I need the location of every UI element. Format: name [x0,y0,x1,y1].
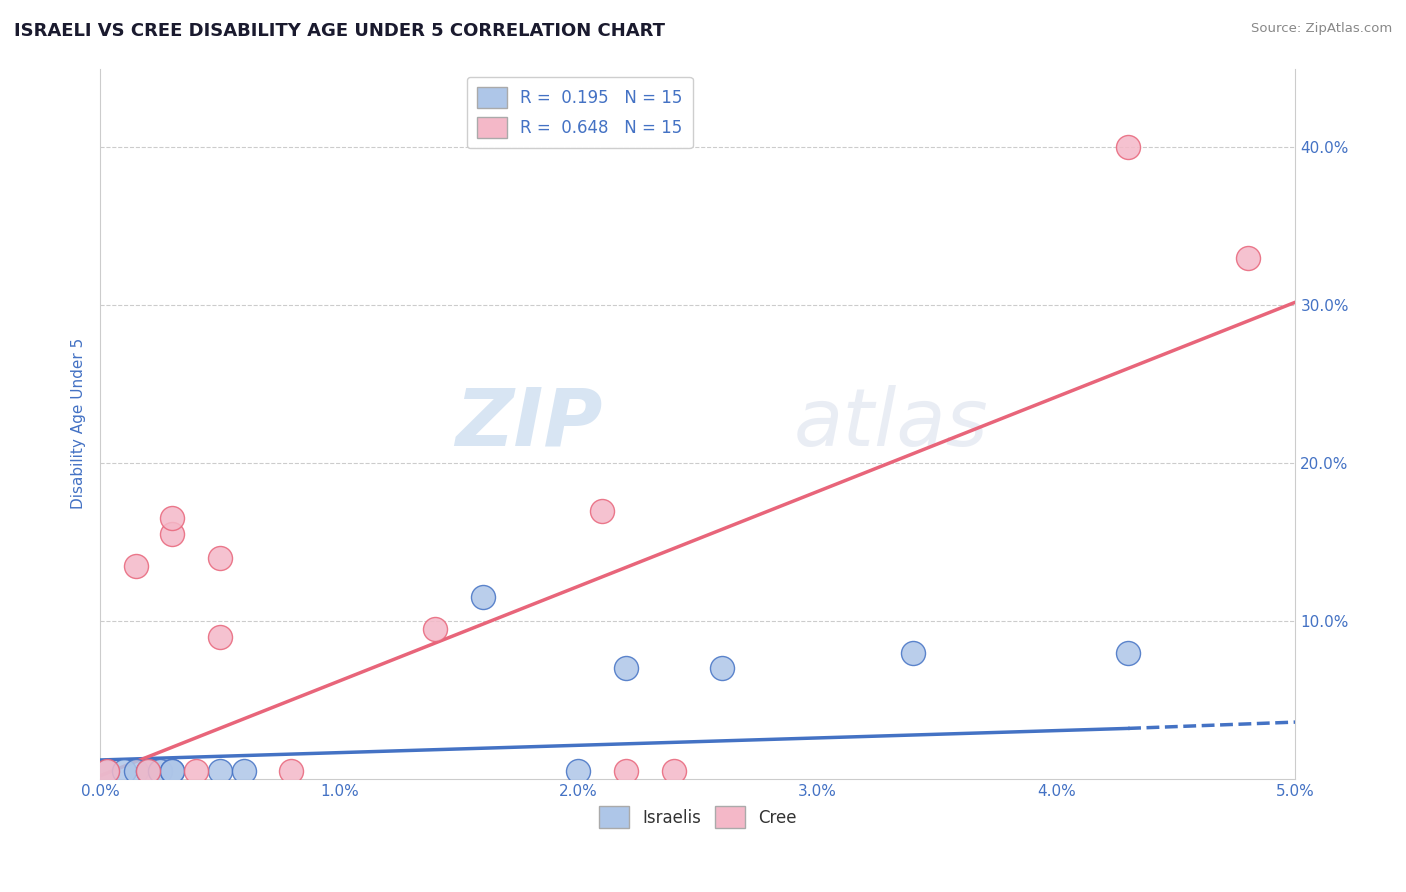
Point [125,558,148,573]
Point [160,764,183,778]
Point [208,764,231,778]
Point [136,764,159,778]
Point [96,764,118,778]
Point [1116,646,1139,660]
Point [184,764,207,778]
Point [160,527,183,541]
Point [471,591,494,605]
Text: atlas: atlas [793,384,988,463]
Point [160,764,183,778]
Legend: Israelis, Cree: Israelis, Cree [592,800,803,835]
Point [662,764,685,778]
Point [232,764,254,778]
Point [208,630,231,644]
Point [901,646,924,660]
Point [149,764,172,778]
Point [1116,140,1139,154]
Point [710,661,733,675]
Point [96,764,118,778]
Point [591,503,613,517]
Y-axis label: Disability Age Under 5: Disability Age Under 5 [72,338,86,509]
Point [1236,251,1258,265]
Point [280,764,302,778]
Text: ISRAELI VS CREE DISABILITY AGE UNDER 5 CORRELATION CHART: ISRAELI VS CREE DISABILITY AGE UNDER 5 C… [14,22,665,40]
Point [208,550,231,565]
Point [614,764,637,778]
Point [423,622,446,636]
Point [112,764,135,778]
Text: ZIP: ZIP [454,384,602,463]
Point [160,511,183,525]
Point [614,661,637,675]
Point [125,764,148,778]
Point [136,764,159,778]
Point [567,764,589,778]
Text: Source: ZipAtlas.com: Source: ZipAtlas.com [1251,22,1392,36]
